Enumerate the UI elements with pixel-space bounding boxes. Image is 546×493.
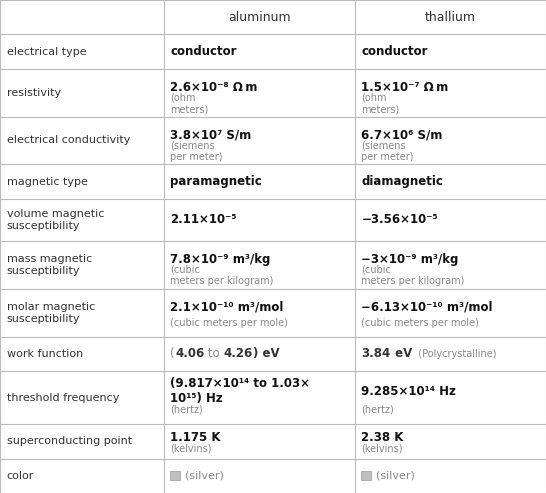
Text: (kelvins): (kelvins)	[361, 444, 403, 454]
Text: −6.13×10⁻¹⁰ m³/mol: −6.13×10⁻¹⁰ m³/mol	[361, 301, 493, 314]
Text: (kelvins): (kelvins)	[170, 444, 212, 454]
Text: superconducting point: superconducting point	[7, 436, 132, 446]
Text: thallium: thallium	[425, 11, 476, 24]
Text: 2.1×10⁻¹⁰ m³/mol: 2.1×10⁻¹⁰ m³/mol	[170, 301, 284, 314]
Text: 3.8×10⁷ S/m: 3.8×10⁷ S/m	[170, 128, 252, 141]
Text: (9.817×10¹⁴ to 1.03×
10¹⁵) Hz: (9.817×10¹⁴ to 1.03× 10¹⁵) Hz	[170, 377, 310, 405]
Text: (hertz): (hertz)	[361, 404, 394, 414]
Text: (ohm
meters): (ohm meters)	[170, 93, 209, 114]
Bar	[361, 471, 371, 480]
Text: color: color	[7, 471, 34, 481]
Text: electrical type: electrical type	[7, 47, 86, 57]
Text: (: (	[170, 348, 175, 360]
Text: volume magnetic
susceptibility: volume magnetic susceptibility	[7, 209, 104, 231]
Text: (hertz): (hertz)	[170, 404, 203, 414]
Text: aluminum: aluminum	[228, 11, 290, 24]
Text: diamagnetic: diamagnetic	[361, 175, 443, 188]
Text: 6.7×10⁶ S/m: 6.7×10⁶ S/m	[361, 128, 443, 141]
Text: conductor: conductor	[361, 45, 428, 58]
Text: resistivity: resistivity	[7, 88, 61, 98]
Text: (cubic meters per mole): (cubic meters per mole)	[170, 318, 288, 328]
Text: 4.06: 4.06	[175, 348, 204, 360]
Text: −3×10⁻⁹ m³/kg: −3×10⁻⁹ m³/kg	[361, 253, 459, 266]
Text: work function: work function	[7, 349, 83, 359]
Text: 7.8×10⁻⁹ m³/kg: 7.8×10⁻⁹ m³/kg	[170, 253, 271, 266]
Text: 1.5×10⁻⁷ Ω m: 1.5×10⁻⁷ Ω m	[361, 80, 449, 94]
Text: 2.38 K: 2.38 K	[361, 431, 404, 444]
Bar	[170, 471, 180, 480]
Text: (cubic
meters per kilogram): (cubic meters per kilogram)	[170, 265, 274, 286]
Text: threshold frequency: threshold frequency	[7, 392, 119, 403]
Text: −3.56×10⁻⁵: −3.56×10⁻⁵	[361, 213, 438, 226]
Text: eV: eV	[391, 348, 412, 360]
Text: magnetic type: magnetic type	[7, 176, 87, 186]
Text: paramagnetic: paramagnetic	[170, 175, 262, 188]
Text: molar magnetic
susceptibility: molar magnetic susceptibility	[7, 302, 95, 323]
Text: 2.11×10⁻⁵: 2.11×10⁻⁵	[170, 213, 237, 226]
Text: mass magnetic
susceptibility: mass magnetic susceptibility	[7, 254, 92, 276]
Text: (Polycrystalline): (Polycrystalline)	[412, 349, 496, 359]
Text: (ohm
meters): (ohm meters)	[361, 93, 400, 114]
Text: (cubic
meters per kilogram): (cubic meters per kilogram)	[361, 265, 465, 286]
Text: 9.285×10¹⁴ Hz: 9.285×10¹⁴ Hz	[361, 385, 456, 398]
Text: 3.84: 3.84	[361, 348, 391, 360]
Text: 1.175 K: 1.175 K	[170, 431, 221, 444]
Text: (cubic meters per mole): (cubic meters per mole)	[361, 318, 479, 328]
Text: conductor: conductor	[170, 45, 237, 58]
Text: 4.26: 4.26	[224, 348, 253, 360]
Text: 2.6×10⁻⁸ Ω m: 2.6×10⁻⁸ Ω m	[170, 80, 258, 94]
Text: electrical conductivity: electrical conductivity	[7, 136, 130, 145]
Text: (siemens
per meter): (siemens per meter)	[170, 140, 223, 162]
Text: to: to	[204, 348, 224, 360]
Text: (siemens
per meter): (siemens per meter)	[361, 140, 414, 162]
Text: (silver): (silver)	[185, 471, 223, 481]
Text: ) eV: ) eV	[253, 348, 280, 360]
Text: (silver): (silver)	[376, 471, 414, 481]
